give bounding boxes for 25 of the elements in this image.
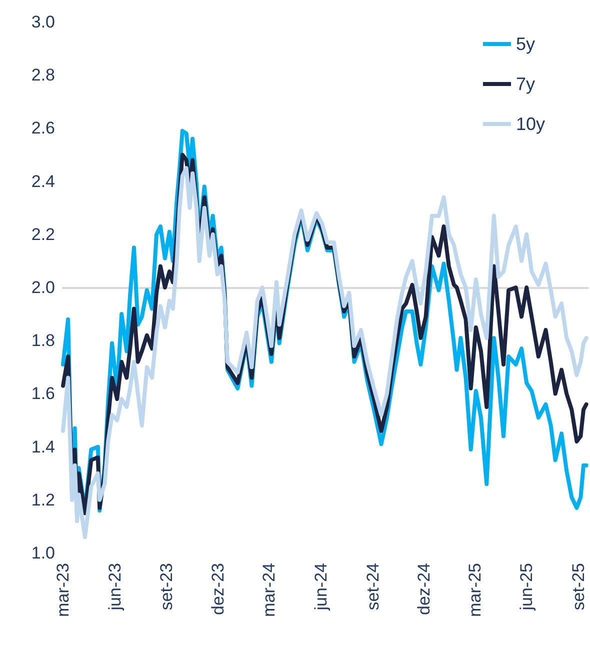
x-tick-label: dez-24: [414, 563, 434, 615]
x-tick-label: dez-23: [208, 563, 228, 615]
x-tick-label: mar-23: [54, 563, 72, 617]
legend-label: 5y: [516, 34, 535, 54]
y-tick-label: 1.0: [31, 544, 55, 562]
y-tick-label: 2.4: [31, 172, 55, 191]
y-tick-label: 2.0: [31, 278, 55, 297]
y-tick-label: 2.6: [31, 118, 55, 138]
y-tick-label: 1.8: [31, 331, 55, 350]
x-tick-label: mar-24: [260, 563, 279, 617]
y-tick-label: 2.2: [31, 224, 55, 244]
x-tick-label: set-23: [157, 563, 176, 610]
y-tick-label: 1.6: [31, 384, 55, 404]
y-tick-label: 3.0: [31, 12, 55, 32]
legend-label: 10y: [516, 114, 546, 134]
y-tick-label: 1.4: [31, 437, 55, 456]
legend-label: 7y: [516, 74, 535, 94]
y-tick-label: 1.2: [31, 490, 55, 510]
y-tick-label: 2.8: [31, 66, 55, 85]
x-tick-label: jun-25: [517, 563, 536, 612]
x-tick-label: set-24: [363, 563, 382, 610]
x-tick-label: mar-25: [465, 563, 484, 617]
x-tick-label: set-25: [568, 563, 588, 610]
x-tick-label: jun-24: [311, 563, 330, 612]
x-tick-label: jun-23: [105, 563, 124, 612]
